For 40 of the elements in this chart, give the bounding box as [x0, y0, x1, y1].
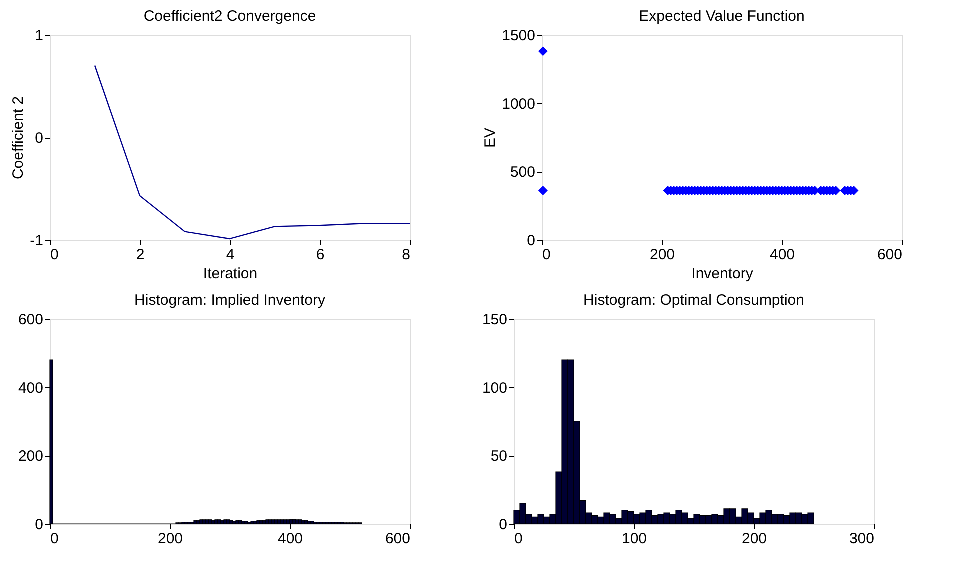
x-tick-label: 400	[770, 246, 796, 264]
x-tick-label: 600	[877, 246, 902, 264]
y-tick-label: 1	[35, 28, 44, 44]
y-tick-label: 1000	[502, 96, 536, 113]
x-axis-title: Iteration	[203, 266, 258, 282]
x-tick-label: 400	[278, 530, 304, 548]
x-tick-label: 8	[402, 246, 410, 264]
chart-title: Expected Value Function	[639, 8, 805, 25]
x-tick-label: 0	[50, 246, 59, 264]
chart-title: Histogram: Optimal Consumption	[584, 292, 804, 309]
x-tick-label: 300	[849, 530, 874, 548]
y-tick-label: 50	[490, 448, 508, 466]
x-tick-label: 200	[742, 530, 768, 548]
x-tick-label: 2	[136, 246, 145, 264]
x-tick-label: 0	[50, 530, 59, 548]
x-tick-label: 100	[622, 530, 648, 548]
y-tick-label: 0	[35, 130, 44, 147]
y-tick-label: 0	[35, 516, 44, 534]
x-tick-label: 600	[385, 530, 410, 548]
chart-title: Coefficient2 Convergence	[144, 8, 316, 25]
y-tick-label: 0	[527, 232, 536, 250]
y-axis-title: EV	[482, 128, 500, 148]
y-tick-label: 1500	[502, 28, 536, 44]
chart-title: Histogram: Implied Inventory	[134, 292, 326, 309]
y-tick-label: 200	[18, 448, 44, 466]
line-series	[94, 65, 411, 240]
y-tick-label: 150	[482, 312, 508, 328]
y-tick-label: 600	[18, 312, 44, 328]
x-tick-label: 6	[316, 246, 325, 264]
x-tick-label: 0	[542, 246, 551, 264]
y-axis-title: Coefficient 2	[10, 96, 28, 180]
y-tick-label: 500	[510, 164, 536, 182]
x-tick-label: 200	[158, 530, 184, 548]
y-tick-label: 0	[499, 516, 508, 534]
y-tick-label: -1	[30, 232, 44, 250]
y-tick-label: 400	[18, 380, 44, 397]
y-tick-label: 100	[482, 380, 508, 397]
x-tick-label: 4	[226, 246, 235, 264]
x-tick-label: 200	[650, 246, 676, 264]
x-axis-title: Inventory	[692, 266, 754, 282]
